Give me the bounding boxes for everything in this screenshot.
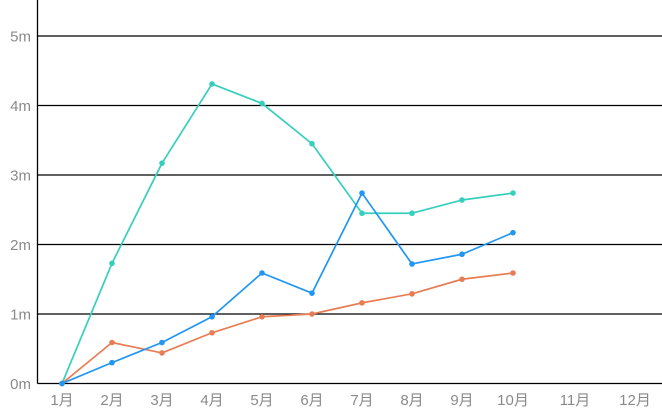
x-axis-tick-label: 10月 [497, 392, 529, 409]
x-axis-tick-label: 9月 [450, 392, 473, 409]
data-point-marker-teal[interactable] [259, 100, 265, 107]
x-axis-tick-label: 4月 [200, 392, 223, 409]
y-axis-tick-label: 0m [10, 376, 31, 393]
x-axis-tick-label: 5月 [250, 392, 273, 409]
data-point-marker-teal[interactable] [409, 210, 415, 217]
data-point-marker-blue[interactable] [510, 229, 516, 236]
data-point-marker-blue[interactable] [359, 190, 365, 196]
series-line-orange [61, 272, 514, 385]
data-point-marker-teal[interactable] [510, 190, 516, 196]
y-axis-tick-label: 5m [10, 29, 31, 46]
x-axis-tick-label: 11月 [560, 392, 591, 409]
x-axis-tick-label: 12月 [619, 392, 651, 409]
data-point-marker-orange[interactable] [309, 311, 315, 317]
data-point-marker-teal[interactable] [309, 140, 315, 147]
data-point-marker-orange[interactable] [359, 300, 365, 306]
x-axis-tick-label: 1月 [50, 392, 73, 409]
data-point-marker-orange[interactable] [159, 350, 165, 356]
data-point-marker-blue[interactable] [259, 270, 265, 276]
data-point-marker-teal[interactable] [209, 81, 215, 87]
data-point-marker-orange[interactable] [209, 329, 215, 336]
data-point-marker-blue[interactable] [459, 251, 465, 258]
data-point-marker-orange[interactable] [409, 291, 415, 297]
series-line-blue [61, 192, 514, 385]
data-point-marker-blue[interactable] [209, 313, 215, 320]
x-axis-tick-label: 2月 [100, 392, 123, 409]
x-axis-tick-label: 3月 [150, 392, 173, 409]
data-point-marker-blue[interactable] [159, 339, 165, 346]
data-point-marker-orange[interactable] [259, 313, 265, 320]
x-axis-tick-label: 6月 [300, 392, 323, 409]
y-axis-tick-label: 3m [10, 168, 31, 185]
data-point-marker-blue[interactable] [409, 261, 415, 267]
series-line-teal [61, 83, 514, 384]
data-point-marker-blue[interactable] [309, 290, 315, 296]
data-point-marker-teal[interactable] [359, 210, 365, 217]
data-point-marker-orange[interactable] [109, 339, 115, 346]
data-point-marker-blue[interactable] [109, 359, 115, 366]
y-axis-tick-label: 2m [10, 237, 31, 254]
data-point-marker-teal[interactable] [159, 160, 165, 166]
y-axis-tick-label: 4m [10, 98, 31, 115]
x-axis-tick-label: 7月 [350, 392, 373, 409]
data-point-marker-blue[interactable] [59, 380, 65, 387]
x-axis-tick-label: 8月 [400, 392, 423, 409]
y-axis-tick-label: 1m [10, 307, 31, 324]
data-point-marker-orange[interactable] [459, 276, 465, 283]
data-point-marker-teal[interactable] [109, 260, 115, 267]
data-point-marker-orange[interactable] [510, 270, 516, 276]
data-point-marker-teal[interactable] [459, 197, 465, 203]
